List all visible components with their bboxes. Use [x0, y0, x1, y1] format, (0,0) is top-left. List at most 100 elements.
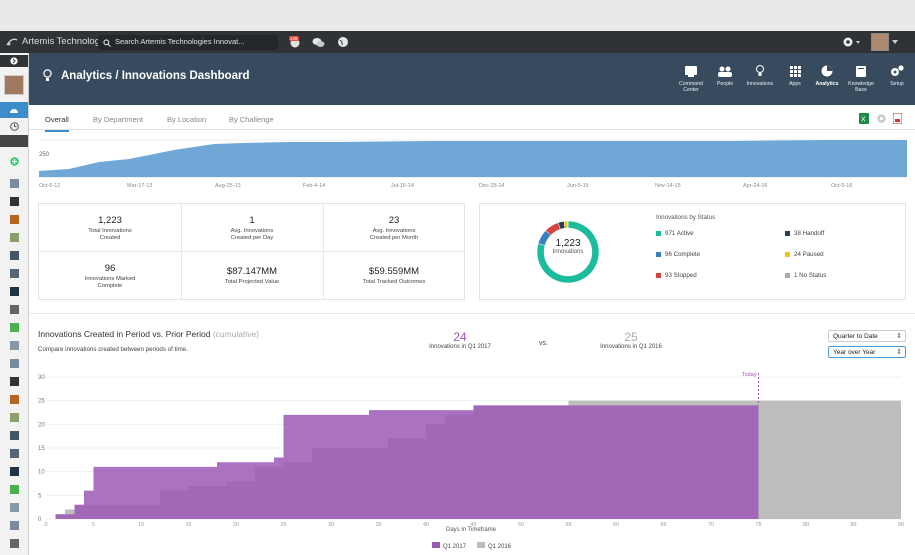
- legend-swatch: [656, 252, 661, 257]
- x-tick-label: 10: [138, 522, 144, 528]
- x-tick-label: 20: [233, 522, 239, 528]
- sidebar-item-dashboard[interactable]: [0, 102, 28, 118]
- legend-swatch: [785, 231, 790, 236]
- sidebar-app-8[interactable]: [0, 301, 28, 317]
- sidebar-app-11[interactable]: [0, 355, 28, 371]
- y-tick-label: 30: [38, 375, 45, 381]
- stat-avg-per-day: 1 Avg. Innovations Created per Day: [230, 215, 274, 241]
- sidebar-app-13[interactable]: [0, 391, 28, 407]
- nav-people[interactable]: People: [706, 64, 744, 87]
- settings-gear-icon[interactable]: [841, 35, 861, 49]
- x-tick-label: 90: [898, 522, 904, 528]
- y-tick-label: 10: [38, 470, 45, 476]
- command-center-icon: [685, 66, 697, 77]
- y-tick-label: 15: [38, 446, 45, 452]
- page-title: Analytics / Innovations Dashboard: [61, 70, 250, 82]
- legend-handoff: 38 Handoff: [785, 230, 824, 237]
- app-thumbnail-icon: [9, 178, 19, 188]
- page-header: Analytics / Innovations Dashboard Comman…: [29, 53, 915, 105]
- sidebar-app-9[interactable]: [0, 319, 28, 335]
- y-tick-label: 20: [38, 422, 45, 428]
- sidebar-app-18[interactable]: [0, 481, 28, 497]
- timeline-tick-label: Oct-6-12: [39, 183, 60, 189]
- artemis-logo-icon: [6, 38, 18, 46]
- app-thumbnail-icon: [9, 466, 19, 476]
- book-icon: [856, 66, 866, 77]
- nav-analytics[interactable]: Analytics: [808, 64, 846, 87]
- sidebar-app-17[interactable]: [0, 463, 28, 479]
- sidebar-app-15[interactable]: [0, 427, 28, 443]
- period-title-suffix: (cumulative): [212, 329, 260, 339]
- tab-overall[interactable]: Overall: [45, 115, 69, 132]
- comparison-select[interactable]: Year over Year: [828, 346, 906, 358]
- sidebar-app-2[interactable]: [0, 193, 28, 209]
- vs-label: vs.: [539, 340, 548, 347]
- settings-gear-icon[interactable]: [876, 113, 887, 124]
- status-donut-chart: [536, 220, 600, 284]
- legend-swatch: [656, 231, 661, 236]
- legend-complete: 96 Complete: [656, 251, 700, 258]
- sidebar-app-4[interactable]: [0, 229, 28, 245]
- x-tick-label: 40: [423, 522, 429, 528]
- people-icon: [718, 66, 732, 77]
- user-avatar[interactable]: [871, 33, 889, 51]
- tab-by-location[interactable]: By Location: [167, 115, 207, 124]
- timeline-tick-label: Mar-17-13: [127, 183, 152, 189]
- tab-by-challenge[interactable]: By Challenge: [229, 115, 274, 124]
- sidebar-app-14[interactable]: [0, 409, 28, 425]
- stat-avg-per-month: 23 Avg. Innovations Created per Month: [369, 215, 419, 241]
- sidebar-app-20[interactable]: [0, 517, 28, 533]
- tab-by-department[interactable]: By Department: [93, 115, 144, 124]
- app-thumbnail-icon: [9, 232, 19, 242]
- sidebar-app-6[interactable]: [0, 265, 28, 281]
- timeframe-select[interactable]: Quarter to Date: [828, 330, 906, 342]
- y-tick-label: 5: [38, 493, 42, 499]
- sidebar-add-button[interactable]: [0, 153, 28, 169]
- y-tick-label: 25: [38, 399, 45, 405]
- pie-chart-icon: [821, 65, 833, 77]
- excel-export-icon[interactable]: X: [859, 113, 869, 124]
- stats-card: 1,223 Total Innovations Created 1 Avg. Inn…: [38, 203, 465, 300]
- nav-innovations[interactable]: Innovations: [741, 64, 779, 87]
- sidebar-app-19[interactable]: [0, 499, 28, 515]
- sidebar-app-10[interactable]: [0, 337, 28, 353]
- search-input[interactable]: Search Artemis Technologies Innovat...: [98, 35, 278, 50]
- nav-apps[interactable]: Apps: [776, 64, 814, 87]
- x-tick-label: 60: [613, 522, 619, 528]
- lightbulb-icon: [756, 65, 764, 76]
- x-tick-label: 25: [280, 522, 286, 528]
- sidebar-avatar[interactable]: [0, 73, 28, 97]
- legend-label: Q1 2017: [443, 544, 467, 550]
- sidebar-app-12[interactable]: [0, 373, 28, 389]
- status-card: 1,223 Innovations Innovations by Status …: [479, 203, 906, 300]
- x-tick-label: 35: [375, 522, 381, 528]
- sidebar-app-5[interactable]: [0, 247, 28, 263]
- timeline-area: [39, 140, 907, 177]
- sidebar-divider: [0, 135, 28, 147]
- sidebar-toggle[interactable]: [0, 55, 28, 67]
- prior-period-stat: 25 Innovations in Q1 2016: [600, 330, 662, 350]
- sidebar-item-history[interactable]: [0, 118, 28, 134]
- app-thumbnail-icon: [9, 304, 19, 314]
- nav-knowledge-base[interactable]: Knowledge Base: [842, 64, 880, 93]
- legend-active: 971 Active: [656, 230, 694, 237]
- globe-icon[interactable]: [337, 36, 349, 48]
- timeline-tick-label: Dec-25-14: [479, 183, 505, 189]
- sidebar-app-7[interactable]: [0, 283, 28, 299]
- chevron-right-circle-icon: [10, 57, 18, 65]
- donut-slice: [563, 220, 569, 229]
- sidebar-app-1[interactable]: [0, 175, 28, 191]
- main-content: Overall By Department By Location By Cha…: [29, 105, 915, 555]
- sidebar-app-16[interactable]: [0, 445, 28, 461]
- nav-command-center[interactable]: Command Center: [672, 64, 710, 93]
- chevron-down-icon[interactable]: [892, 40, 898, 44]
- nav-setup[interactable]: Setup: [878, 64, 915, 87]
- notifications-button[interactable]: 146: [288, 35, 302, 49]
- stat-marked-complete: 96 Innovations Marked Complete: [84, 263, 136, 289]
- pdf-export-icon[interactable]: [893, 113, 902, 124]
- sidebar-app-3[interactable]: [0, 211, 28, 227]
- left-sidebar: [0, 53, 29, 555]
- chat-icon[interactable]: [312, 37, 325, 48]
- lightbulb-icon: [43, 69, 52, 81]
- sidebar-app-21[interactable]: [0, 535, 28, 551]
